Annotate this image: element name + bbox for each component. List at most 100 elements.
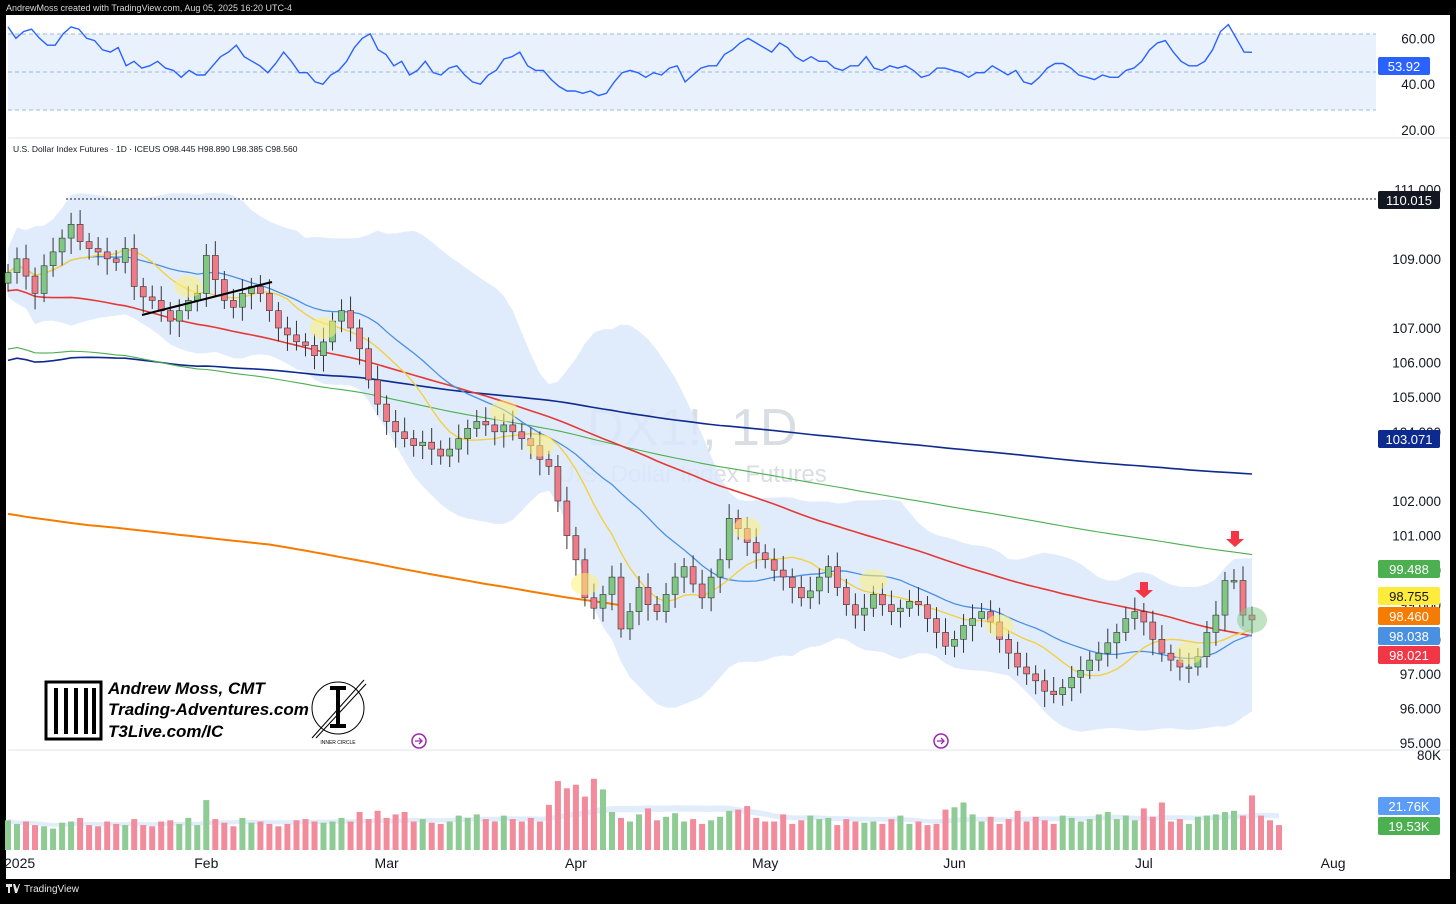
candle	[707, 568, 715, 612]
candle	[103, 237, 111, 275]
candle-body	[473, 421, 481, 429]
candle-body	[1167, 652, 1175, 661]
volume-bar	[645, 808, 651, 850]
candle-body	[852, 604, 859, 616]
seal-text: INNER CIRCLE	[320, 740, 356, 746]
ma150-label: 99.488	[1378, 560, 1440, 578]
candle-body	[203, 255, 210, 294]
symbol-ohlc-line: U.S. Dollar Index Futures · 1D · ICEUS O…	[13, 144, 298, 154]
price-tick-label: 107.000	[1392, 321, 1441, 336]
volume-bar	[1222, 812, 1228, 850]
volume-bars	[5, 778, 1282, 851]
volume-bar	[1158, 802, 1165, 850]
candle	[824, 555, 832, 593]
price-tick-label: 96.000	[1400, 702, 1441, 717]
price-line-label-text: 110.015	[1386, 193, 1432, 208]
volume-bar	[365, 819, 372, 850]
volume-bar	[924, 825, 931, 850]
candle-body	[725, 517, 733, 561]
candle	[257, 275, 264, 303]
volume-bar	[852, 821, 859, 850]
candle	[626, 603, 634, 641]
volume-bar	[275, 826, 282, 851]
candle-body	[148, 296, 156, 301]
volume-bar	[1140, 808, 1147, 850]
event-marker-icon[interactable]	[411, 733, 427, 749]
ma50-label-bg	[1378, 646, 1440, 664]
candle-body	[599, 594, 607, 609]
candle	[1221, 571, 1229, 632]
ma200-label-bg	[1378, 430, 1440, 448]
highlight-marker	[985, 614, 1014, 637]
chart-panel	[6, 15, 1450, 879]
volume-bar	[978, 821, 985, 850]
candle	[13, 247, 21, 284]
candle-body	[1014, 652, 1021, 668]
volume-bar	[221, 822, 228, 850]
volume-bar	[149, 826, 156, 851]
ma50-label: 98.021	[1378, 646, 1440, 664]
candle	[4, 264, 12, 292]
time-tick-label: Jun	[943, 855, 966, 871]
candle-body	[509, 424, 517, 433]
highlight-markers	[174, 275, 1267, 665]
event-marker-icon[interactable]	[933, 733, 949, 749]
volume-bar	[320, 822, 327, 850]
volume-bar	[960, 802, 967, 850]
candle	[671, 562, 679, 608]
candle	[788, 568, 796, 604]
footer-text: TradingView	[24, 884, 80, 895]
arrow-down-icon	[1226, 531, 1244, 547]
candle-body	[365, 348, 372, 381]
candle	[40, 254, 48, 303]
volume-bar	[410, 821, 417, 850]
candle	[230, 288, 237, 319]
volume-bar	[969, 814, 976, 850]
price-tick-label: 97.000	[1400, 667, 1441, 682]
volume-bar	[816, 819, 823, 850]
volume-bar	[933, 823, 940, 850]
volume-average-value: 19.53K	[1388, 819, 1430, 834]
volume-bar	[536, 821, 543, 850]
volume-bar	[1258, 815, 1264, 850]
footer-brand: TradingView	[6, 884, 79, 895]
candle-body	[67, 224, 75, 239]
candle-body	[653, 604, 661, 612]
volume-bar	[32, 825, 38, 850]
candle-body	[491, 424, 499, 433]
volume-bar	[563, 788, 570, 851]
volume-bar	[1068, 817, 1075, 850]
time-tick-label: Feb	[194, 855, 218, 871]
volume-bar	[672, 813, 679, 850]
volume-bar	[446, 821, 453, 850]
candle-body	[437, 448, 445, 457]
candle-body	[924, 604, 931, 619]
ma10-label: 98.755	[1378, 587, 1440, 605]
volume-bar	[293, 820, 300, 850]
volume-bar	[509, 819, 516, 850]
price-tick-label: 95.000	[1400, 736, 1441, 751]
price-tick-label: 106.000	[1392, 356, 1441, 371]
volume-bar	[311, 821, 318, 850]
rsi-tick-label: 20.00	[1401, 123, 1435, 138]
volume-bar	[113, 823, 120, 850]
candle	[644, 573, 652, 621]
volume-bar	[717, 816, 724, 851]
candle	[1086, 651, 1093, 680]
candle-body	[779, 569, 787, 578]
ma200-label: 103.071	[1378, 430, 1440, 448]
volume-last-value: 21.76K	[1388, 799, 1430, 814]
candle-body	[1131, 611, 1139, 619]
volume-bar	[1023, 821, 1030, 850]
volume-bar	[663, 816, 670, 851]
candle	[933, 607, 940, 649]
volume-bar	[942, 809, 949, 850]
candle	[148, 285, 156, 309]
header-caption: AndrewMoss created with TradingView.com,…	[6, 3, 292, 13]
candle-body	[257, 286, 264, 294]
candle	[1032, 665, 1039, 695]
volume-bar	[744, 806, 751, 850]
candle	[428, 427, 436, 465]
candle	[716, 548, 724, 593]
